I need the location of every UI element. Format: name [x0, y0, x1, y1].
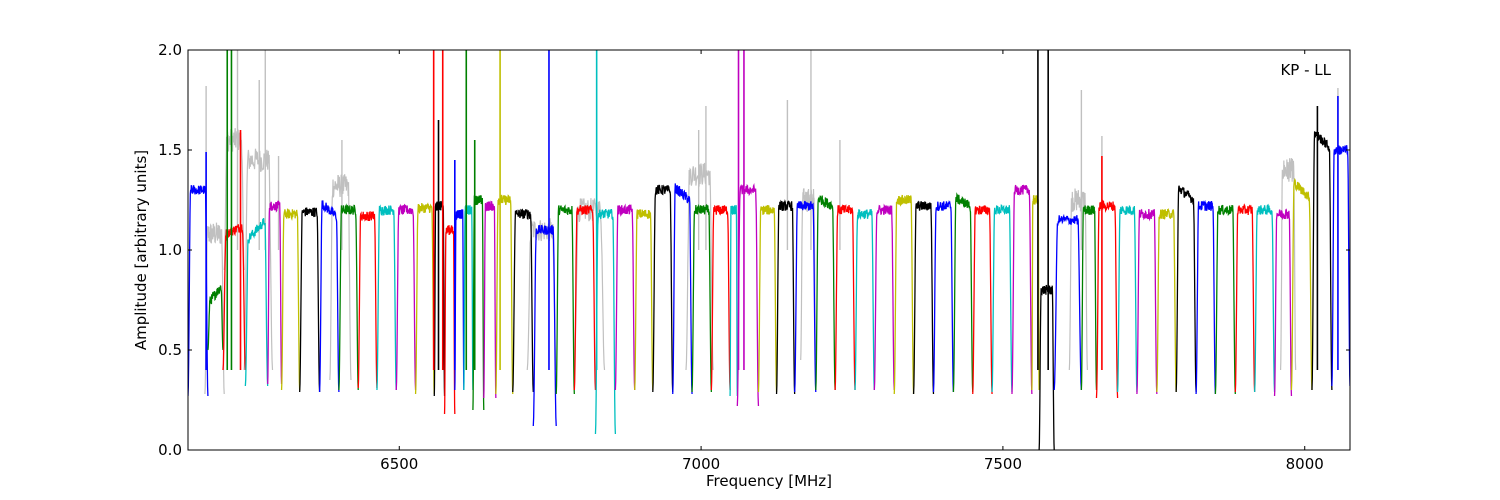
- spectrum-window-23: [573, 205, 597, 391]
- x-tick-label-1: 7000: [682, 455, 720, 473]
- y-tick-label-0: 0.0: [158, 441, 182, 459]
- y-tick-label-3: 1.5: [158, 141, 182, 159]
- spectrum-window-9: [357, 211, 378, 389]
- spectrum-window-53: [1136, 208, 1158, 395]
- x-axis-label: Frequency [MHz]: [706, 472, 832, 490]
- spectrum-window-8: [338, 203, 359, 391]
- spectrum-window-61: [1290, 177, 1313, 391]
- spectrum-window-63: [1331, 145, 1350, 387]
- spectrum-window-60: [1273, 208, 1293, 397]
- spectrum-window-59: [1253, 203, 1276, 393]
- spectrum-window-45: [991, 204, 1013, 393]
- unflagged-segment-3: [329, 174, 352, 381]
- spectrum-window-21: [532, 224, 557, 427]
- x-tick-label-2: 7500: [984, 455, 1022, 473]
- unflagged-segment-0: [204, 222, 225, 395]
- spectrum-window-54: [1156, 207, 1177, 393]
- spectrum-window-36: [815, 195, 836, 391]
- tick-layer: 6500 7000 7500 8000 0.0 0.5 1.0 1.5 2.0: [158, 41, 1350, 473]
- unflagged-segment-4: [526, 218, 557, 371]
- spectrum-window-37: [834, 204, 856, 391]
- spectrum-window-46: [1011, 184, 1033, 395]
- spectrum-window-43: [952, 192, 974, 393]
- unflagged-segment-9: [1279, 158, 1297, 371]
- spectrum-window-29: [691, 203, 712, 393]
- spectrum-window-25: [614, 203, 636, 391]
- spectrum-window-26: [634, 209, 654, 391]
- spectrum-window-30: [710, 204, 731, 391]
- spectrum-window-38: [854, 209, 875, 391]
- spectrum-window-11: [395, 203, 417, 391]
- unflagged-segment-6: [685, 162, 714, 371]
- spectrum-window-16: [463, 205, 474, 391]
- spectrum-window-51: [1095, 199, 1119, 399]
- spectrum-window-4: [267, 200, 283, 385]
- spectrum-window-33: [757, 204, 778, 393]
- y-tick-label-2: 1.0: [158, 241, 182, 259]
- spectrum-window-27: [652, 184, 674, 393]
- spectrum-window-56: [1195, 199, 1217, 395]
- spectrum-window-39: [873, 203, 895, 391]
- spectrum-window-7: [318, 200, 340, 393]
- spectrum-window-1: [207, 285, 224, 351]
- spectrum-window-15: [454, 209, 465, 391]
- spectrum-window-19: [495, 194, 514, 395]
- spectrum-window-58: [1234, 203, 1256, 393]
- spectrum-window-28: [672, 183, 693, 395]
- spectrum-window-12: [414, 202, 435, 395]
- spectrum-window-31: [729, 204, 738, 397]
- spectrum-window-34: [775, 199, 796, 395]
- spectrum-window-42: [932, 200, 955, 393]
- annotation-label: KP - LL: [1280, 61, 1331, 79]
- spectrum-window-57: [1214, 204, 1236, 395]
- series-layer: [188, 50, 1350, 450]
- spectrum-window-20: [512, 208, 534, 393]
- spectrum-window-14: [443, 225, 456, 415]
- spectrum-window-18: [483, 200, 497, 399]
- spectrum-window-55: [1175, 185, 1197, 393]
- spectrum-window-40: [893, 194, 915, 395]
- spectrum-window-50: [1080, 205, 1098, 391]
- spectrum-window-52: [1116, 205, 1138, 393]
- spectrum-window-32: [736, 182, 760, 407]
- spectrum-window-62: [1311, 131, 1333, 391]
- spectrum-window-35: [794, 200, 817, 393]
- x-tick-label-0: 6500: [380, 455, 418, 473]
- unflagged-segment-5: [573, 198, 606, 371]
- spectrum-window-0: [188, 185, 209, 397]
- spectrum-window-24: [594, 208, 617, 435]
- spectrum-window-44: [972, 205, 993, 395]
- unflagged-segment-2: [243, 148, 274, 371]
- y-tick-label-1: 0.5: [158, 341, 182, 359]
- spectrum-window-41: [912, 200, 935, 395]
- spectrum-window-48: [1038, 284, 1055, 450]
- spectrum-window-5: [280, 208, 301, 391]
- spectrum-window-10: [376, 204, 397, 391]
- spectrum-window-22: [555, 204, 575, 395]
- spectrum-window-49: [1053, 213, 1083, 391]
- y-tick-label-4: 2.0: [158, 41, 182, 59]
- spectrum-window-6: [299, 207, 321, 393]
- spectrum-window-3: [244, 218, 269, 387]
- x-tick-label-3: 8000: [1286, 455, 1324, 473]
- y-axis-label: Amplitude [arbitrary units]: [132, 150, 150, 350]
